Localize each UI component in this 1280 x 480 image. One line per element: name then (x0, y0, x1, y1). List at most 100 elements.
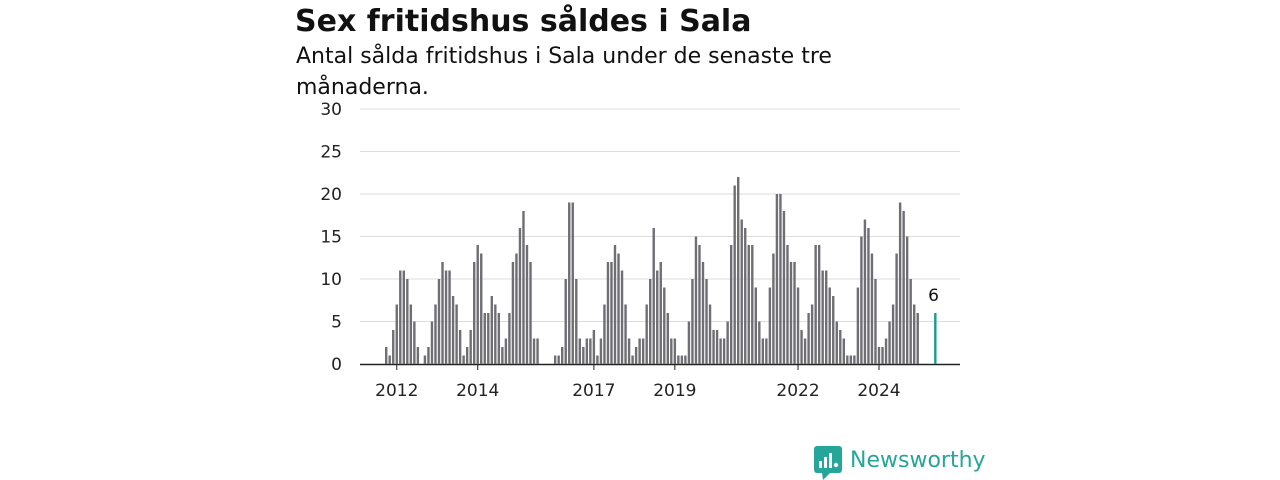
bar (385, 347, 388, 364)
y-tick-label: 30 (320, 100, 342, 120)
y-tick-label: 0 (331, 355, 342, 375)
bar (444, 270, 448, 364)
bar (571, 202, 574, 364)
bar (659, 262, 662, 364)
bar (842, 338, 845, 364)
bar (494, 304, 497, 364)
bar (441, 262, 444, 364)
x-tick-label: 2012 (375, 381, 418, 401)
bar (701, 262, 705, 364)
bar (427, 347, 430, 364)
bar (448, 270, 451, 364)
bar (691, 279, 694, 364)
bar (782, 211, 786, 364)
y-tick-label: 15 (320, 228, 342, 248)
bar (455, 304, 458, 364)
bar (835, 321, 838, 364)
bar (712, 330, 715, 364)
bar (708, 304, 712, 364)
bar (846, 355, 849, 364)
x-tick-label: 2022 (776, 381, 819, 401)
bar (807, 313, 810, 364)
bar (909, 279, 912, 364)
bar (722, 338, 726, 364)
bar (392, 330, 395, 364)
x-tick-label: 2014 (456, 381, 499, 401)
bar (434, 304, 437, 364)
bar (694, 236, 698, 364)
bar (853, 355, 856, 364)
bar (627, 338, 631, 364)
bar (638, 338, 641, 364)
x-tick-label: 2017 (572, 381, 615, 401)
bar (641, 338, 645, 364)
bar (624, 304, 627, 364)
bar (828, 287, 831, 364)
bar (575, 279, 578, 364)
bar (603, 304, 606, 364)
bar (536, 338, 539, 364)
bar (786, 245, 789, 364)
bar (913, 304, 916, 364)
bar (613, 245, 617, 364)
bar (673, 338, 677, 364)
bar (810, 304, 814, 364)
bar (631, 355, 634, 364)
bar (888, 321, 891, 364)
bar (772, 253, 775, 364)
bar (803, 338, 807, 364)
y-tick-label: 5 (331, 313, 342, 333)
bar (715, 330, 719, 364)
bar (905, 236, 909, 364)
newsworthy-logo[interactable]: Newsworthy (814, 446, 986, 480)
bar (596, 355, 599, 364)
bar (462, 355, 465, 364)
bar (832, 296, 835, 364)
chart-title: Sex fritidshus såldes i Sala (295, 4, 752, 39)
bar (666, 313, 669, 364)
bar (532, 338, 536, 364)
bar (874, 279, 877, 364)
bar (779, 194, 782, 364)
bar (585, 338, 589, 364)
bar (437, 279, 441, 364)
bar (656, 270, 659, 364)
bar (902, 211, 905, 364)
bar (800, 330, 803, 364)
bar (860, 236, 863, 364)
bar (508, 313, 511, 364)
bar (501, 347, 504, 364)
bar (877, 347, 881, 364)
bar (684, 355, 687, 364)
bar (687, 321, 691, 364)
bar (522, 211, 525, 364)
bar (402, 270, 405, 364)
bar (768, 287, 772, 364)
bar (761, 338, 765, 364)
bar (606, 262, 610, 364)
bar (737, 177, 740, 364)
bar (395, 304, 398, 364)
bar (480, 253, 483, 364)
bar (796, 287, 800, 364)
y-tick-label: 25 (320, 143, 342, 163)
bar (589, 338, 592, 364)
bar (758, 321, 761, 364)
bar (670, 338, 673, 364)
bar (751, 245, 754, 364)
bar (476, 245, 479, 364)
bar (561, 347, 564, 364)
bar (578, 338, 581, 364)
bar (557, 355, 560, 364)
y-tick-label: 10 (320, 270, 342, 290)
bar (895, 253, 898, 364)
bar (744, 228, 747, 364)
bar (789, 262, 793, 364)
bar (511, 262, 515, 364)
bar (729, 245, 733, 364)
bar (867, 228, 870, 364)
bar (483, 313, 486, 364)
bar (884, 338, 888, 364)
bar (891, 304, 895, 364)
bar (817, 245, 821, 364)
